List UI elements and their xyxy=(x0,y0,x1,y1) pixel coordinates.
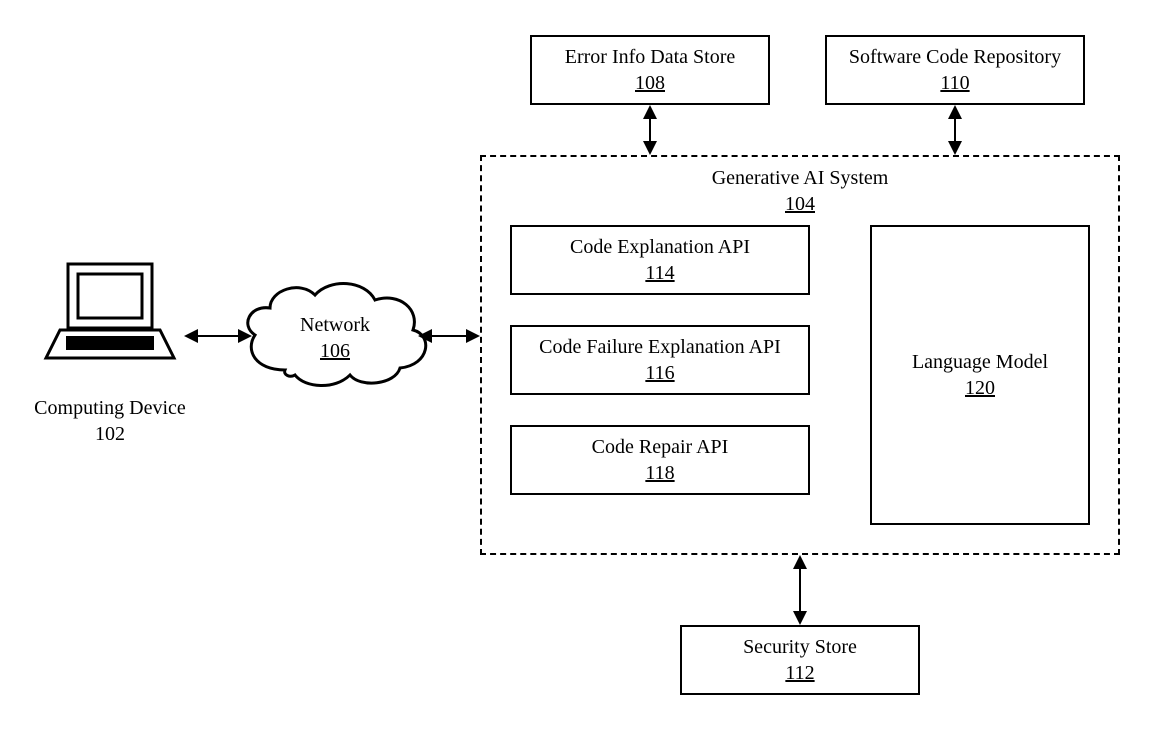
laptop-icon xyxy=(40,260,180,390)
error-store-box: Error Info Data Store 108 xyxy=(530,35,770,105)
arrowhead xyxy=(238,329,252,343)
lang-model-title: Language Model xyxy=(912,349,1048,375)
code-fail-title: Code Failure Explanation API xyxy=(539,334,781,360)
arrowhead xyxy=(793,611,807,625)
gen-ai-ref: 104 xyxy=(785,191,815,217)
error-store-ref: 108 xyxy=(635,70,665,96)
code-explain-title: Code Explanation API xyxy=(570,234,750,260)
arrowhead xyxy=(643,141,657,155)
arrowhead xyxy=(466,329,480,343)
gen-ai-title: Generative AI System xyxy=(712,165,889,191)
security-store-box: Security Store 112 xyxy=(680,625,920,695)
code-repo-title: Software Code Repository xyxy=(849,44,1061,70)
arrow-device-network xyxy=(198,335,238,337)
error-store-title: Error Info Data Store xyxy=(565,44,736,70)
arrowhead xyxy=(418,329,432,343)
network-label: Network 106 xyxy=(285,312,385,364)
code-repair-title: Code Repair API xyxy=(592,434,729,460)
arrow-error-genai xyxy=(649,119,651,141)
arrow-network-genai xyxy=(432,335,466,337)
diagram-canvas: Computing Device 102 Network 106 Error I… xyxy=(0,0,1161,730)
arrow-repo-genai xyxy=(954,119,956,141)
computing-device-title: Computing Device xyxy=(30,395,190,421)
security-store-ref: 112 xyxy=(785,660,814,686)
code-repair-ref: 118 xyxy=(645,460,674,486)
arrowhead xyxy=(948,141,962,155)
network-ref: 106 xyxy=(285,338,385,364)
code-fail-box: Code Failure Explanation API 116 xyxy=(510,325,810,395)
computing-device-ref: 102 xyxy=(30,421,190,447)
computing-device-label: Computing Device 102 xyxy=(30,395,190,447)
arrow-genai-security xyxy=(799,569,801,611)
arrowhead xyxy=(184,329,198,343)
lang-model-box: Language Model 120 xyxy=(870,225,1090,525)
security-store-title: Security Store xyxy=(743,634,857,660)
code-explain-ref: 114 xyxy=(645,260,674,286)
network-title: Network xyxy=(285,312,385,338)
code-explain-box: Code Explanation API 114 xyxy=(510,225,810,295)
arrowhead xyxy=(643,105,657,119)
code-repo-ref: 110 xyxy=(940,70,969,96)
lang-model-ref: 120 xyxy=(965,375,995,401)
code-repo-box: Software Code Repository 110 xyxy=(825,35,1085,105)
arrowhead xyxy=(793,555,807,569)
code-repair-box: Code Repair API 118 xyxy=(510,425,810,495)
code-fail-ref: 116 xyxy=(645,360,674,386)
arrowhead xyxy=(948,105,962,119)
